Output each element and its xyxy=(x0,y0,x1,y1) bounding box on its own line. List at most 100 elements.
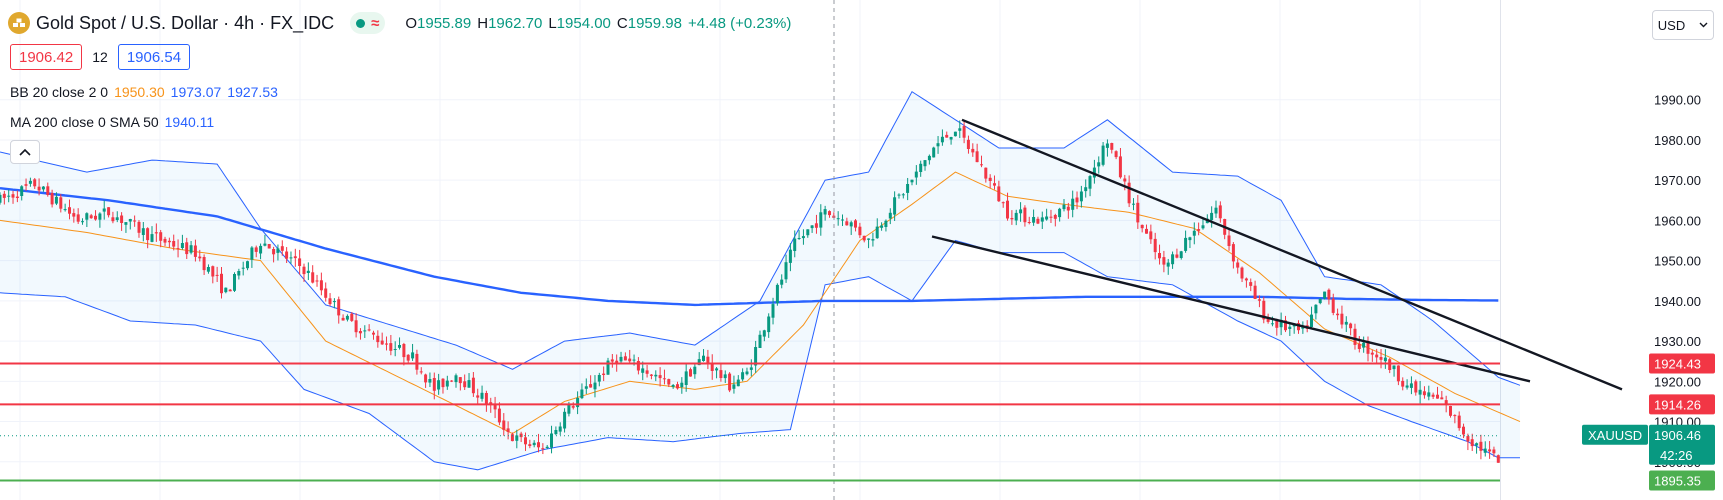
price-tick-label: 1940.00 xyxy=(1654,294,1701,309)
candle-body xyxy=(1327,289,1331,300)
candle-body xyxy=(541,448,545,450)
candle-body xyxy=(1149,231,1153,240)
candle-body xyxy=(450,380,454,382)
candle-body xyxy=(628,358,632,362)
candle-body xyxy=(758,334,762,348)
candle-body xyxy=(1409,383,1413,388)
candle-body xyxy=(198,256,202,259)
candle-body xyxy=(224,287,228,293)
candle-body xyxy=(589,384,593,388)
candle-body xyxy=(615,360,619,363)
candle-body xyxy=(710,362,714,371)
high-value: 1962.70 xyxy=(488,14,543,32)
high-key: H xyxy=(477,14,489,32)
candle-body xyxy=(28,180,32,184)
sell-button[interactable]: 1906.42 xyxy=(10,44,83,70)
candle-body xyxy=(554,430,558,435)
candle-body xyxy=(115,217,119,220)
symbol-tag xyxy=(1582,424,1648,445)
candle-body xyxy=(493,403,497,410)
candle-body xyxy=(1270,323,1274,325)
candle-body xyxy=(671,385,675,387)
candle-body xyxy=(285,251,289,259)
candle-body xyxy=(211,266,215,277)
candle-body xyxy=(476,395,480,398)
candle-body xyxy=(315,280,319,282)
level-price-tag-text: 1924.43 xyxy=(1654,356,1701,371)
candle-body xyxy=(1019,209,1023,214)
candle-body xyxy=(654,374,658,377)
candle-body xyxy=(107,207,111,216)
symbol-title[interactable]: Gold Spot / U.S. Dollar · 4h · FX_IDC xyxy=(36,12,335,33)
price-tick-label: 1950.00 xyxy=(1654,254,1701,269)
collapse-legend-button[interactable] xyxy=(10,140,40,164)
candle-body xyxy=(962,126,966,138)
candle-body xyxy=(645,370,649,374)
candle-body xyxy=(945,134,949,138)
candle-body xyxy=(597,375,601,382)
candle-body xyxy=(510,434,514,442)
candle-body xyxy=(497,408,501,423)
candle-body xyxy=(7,195,11,197)
channel-trendline xyxy=(931,235,1531,383)
candle-body xyxy=(788,249,792,263)
bb-lower-value: 1927.53 xyxy=(227,84,278,100)
candle-body xyxy=(193,245,197,257)
candle-body xyxy=(85,213,89,220)
candle-body xyxy=(867,238,871,240)
market-status-pill[interactable]: ≈ xyxy=(350,12,386,34)
candle-body xyxy=(319,280,323,291)
candle-body xyxy=(1340,313,1344,325)
candle-body xyxy=(398,345,401,348)
bb-legend[interactable]: BB 20 close 2 0 1950.30 1973.07 1927.53 xyxy=(10,84,278,100)
buy-button[interactable]: 1906.54 xyxy=(117,44,191,70)
ma-legend[interactable]: MA 200 close 0 SMA 50 1940.11 xyxy=(10,114,214,130)
candle-body xyxy=(880,225,884,228)
candle-body xyxy=(102,208,106,212)
bb-basis-value: 1950.30 xyxy=(114,84,165,100)
candle-body xyxy=(1427,392,1431,397)
candle-body xyxy=(250,247,254,260)
gold-symbol-logo xyxy=(8,12,30,34)
candle-body xyxy=(793,238,797,251)
candle-body xyxy=(958,128,962,131)
candle-body xyxy=(72,213,76,217)
candle-body xyxy=(1357,343,1361,349)
candle-body xyxy=(328,298,332,305)
candle-body xyxy=(393,349,397,350)
candle-body xyxy=(68,207,71,214)
candle-body xyxy=(1140,224,1144,229)
data-wave-icon: ≈ xyxy=(371,14,380,32)
candle-body xyxy=(819,212,823,228)
candle-body xyxy=(706,356,710,364)
candle-body xyxy=(814,223,818,228)
candle-body xyxy=(2,193,6,198)
trade-buttons: 1906.42 12 1906.54 xyxy=(10,44,191,70)
candle-body xyxy=(1336,313,1340,316)
candle-body xyxy=(1101,145,1105,165)
candle-body xyxy=(602,373,606,375)
candle-body xyxy=(128,219,132,222)
bb-fill xyxy=(0,91,1520,470)
candle-body xyxy=(1362,342,1366,348)
candle-body xyxy=(1214,207,1218,214)
chevron-down-icon xyxy=(1699,22,1708,28)
candle-body xyxy=(337,299,341,316)
channel-trendline xyxy=(961,118,1623,391)
candle-body xyxy=(94,215,97,220)
candle-body xyxy=(1118,156,1122,178)
candle-body xyxy=(159,232,163,241)
symbol-tag-text: XAUUSD xyxy=(1588,428,1642,443)
candle-body xyxy=(415,353,419,370)
candle-body xyxy=(775,284,779,304)
currency-select[interactable]: USD xyxy=(1652,10,1714,40)
candle-body xyxy=(762,330,766,337)
candle-body xyxy=(437,380,441,390)
candle-body xyxy=(1401,380,1405,387)
price-tick-label: 1980.00 xyxy=(1654,133,1701,148)
candle-body xyxy=(1323,291,1327,299)
price-tick-label: 1990.00 xyxy=(1654,93,1701,108)
open-value: 1955.89 xyxy=(417,14,472,32)
price-tick-label: 1930.00 xyxy=(1654,334,1701,349)
